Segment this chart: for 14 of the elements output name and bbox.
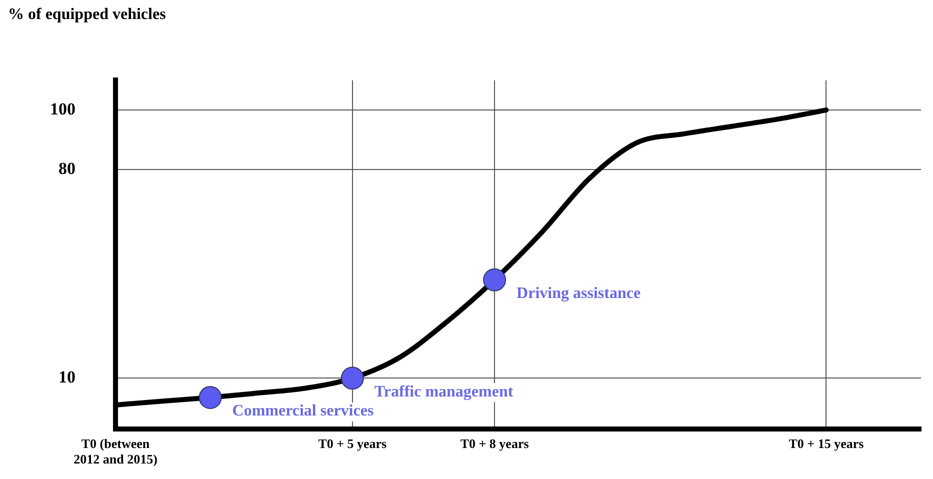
x-tick-label: T0 (between 2012 and 2015) <box>74 436 158 467</box>
annotation: Commercial services <box>232 402 374 420</box>
y-tick-label: 10 <box>58 368 76 387</box>
annotation: Driving assistance <box>516 284 641 302</box>
x-tick-label: T0 + 8 years <box>460 436 529 451</box>
y-tick-label: 100 <box>50 99 76 118</box>
y-axis-title: % of equipped vehicles <box>8 6 166 24</box>
x-tick-label: T0 + 5 years <box>318 436 387 451</box>
x-tick-label: T0 + 15 years <box>788 436 864 451</box>
point <box>483 268 506 292</box>
point <box>340 366 364 390</box>
point <box>198 386 222 410</box>
annotation: Traffic management <box>374 383 514 400</box>
y-tick-label: 80 <box>58 158 76 178</box>
